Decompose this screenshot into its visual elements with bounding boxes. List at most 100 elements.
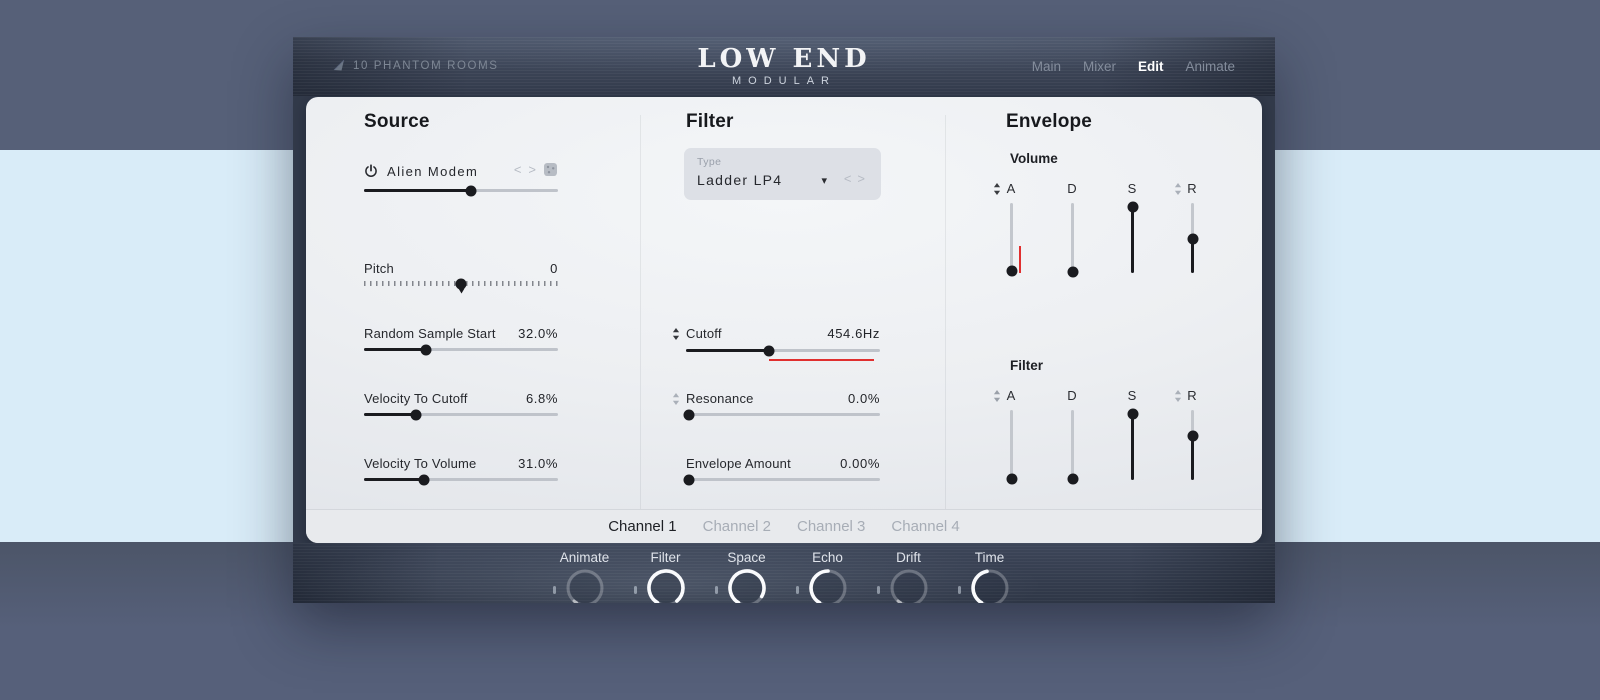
knob-min-tick	[634, 586, 637, 594]
pitch-slider[interactable]	[364, 278, 558, 289]
velocity-to-volume-value: 31.0%	[518, 456, 558, 471]
power-icon[interactable]	[364, 164, 378, 178]
sample-next-icon[interactable]: >	[528, 162, 536, 177]
envelope-amount-label: Envelope Amount	[686, 456, 791, 471]
dropdown-arrow-icon[interactable]: ▾	[821, 175, 827, 187]
main-panel: Source Alien Modem < >	[306, 97, 1262, 543]
nav-main[interactable]: Main	[1031, 59, 1061, 74]
tab-channel-4[interactable]: Channel 4	[891, 518, 960, 535]
sustain-label: S	[1127, 181, 1137, 196]
knob-min-tick	[958, 586, 961, 594]
tab-channel-2[interactable]: Channel 2	[702, 518, 771, 535]
nav-edit[interactable]: Edit	[1137, 59, 1164, 74]
sample-row: Alien Modem < >	[364, 161, 558, 181]
envelope-title: Envelope	[1006, 111, 1093, 132]
cutoff-mod-range	[769, 359, 875, 361]
mod-updown-icon[interactable]	[993, 183, 1001, 195]
random-dice-icon[interactable]	[543, 162, 558, 177]
resonance-slider[interactable]	[683, 409, 880, 420]
mod-updown-icon[interactable]	[1174, 183, 1182, 195]
tab-channel-1[interactable]: Channel 1	[608, 518, 677, 535]
cutoff-thumb[interactable]	[763, 345, 775, 356]
page-title: LOW END	[697, 44, 871, 74]
animate-knob[interactable]: Animate	[544, 548, 625, 603]
filter-release-thumb[interactable]	[1187, 430, 1198, 442]
envelope-amount-thumb[interactable]	[683, 474, 695, 485]
cutoff-value: 454.6Hz	[827, 326, 880, 341]
volume-envelope-label: Volume	[1010, 151, 1058, 166]
random-sample-start-thumb[interactable]	[420, 344, 432, 355]
filter-type-dropdown[interactable]: Type Ladder LP4 ▾ < >	[684, 148, 881, 200]
envelope-amount-slider[interactable]	[683, 474, 880, 485]
nav-mixer[interactable]: Mixer	[1082, 59, 1116, 74]
nav-animate[interactable]: Animate	[1185, 59, 1235, 74]
volume-sustain-slider[interactable]	[1127, 201, 1138, 273]
pitch-value: 0	[550, 261, 558, 276]
random-sample-start-slider[interactable]	[364, 344, 558, 355]
cutoff-slider[interactable]	[686, 345, 880, 361]
pitch-thumb[interactable]	[455, 278, 467, 289]
page-subtitle: MODULAR	[731, 75, 836, 87]
cutoff-label: Cutoff	[686, 326, 722, 341]
space-knob[interactable]: Space	[706, 548, 787, 603]
filter-attack-slider-cell: A	[993, 388, 1027, 488]
knob-min-tick	[877, 586, 880, 594]
volume-release-slider-cell: R	[1174, 181, 1208, 281]
mod-updown-icon[interactable]	[672, 328, 680, 340]
cutoff-row: Cutoff 454.6Hz	[672, 326, 880, 343]
filter-release-slider[interactable]	[1187, 410, 1198, 480]
sample-prev-icon[interactable]: <	[513, 162, 522, 177]
velocity-to-cutoff-thumb[interactable]	[410, 409, 422, 420]
plugin-window: 10 PHANTOM ROOMS LOW END MODULAR Main Mi…	[293, 37, 1275, 603]
filter-sustain-slider[interactable]	[1127, 408, 1138, 480]
volume-sustain-slider-cell: S	[1127, 181, 1148, 281]
filter-attack-slider[interactable]	[1006, 410, 1017, 485]
velocity-to-volume-slider[interactable]	[364, 474, 558, 485]
filter-envelope-group: A D S	[993, 388, 1256, 488]
volume-release-slider[interactable]	[1187, 203, 1198, 273]
echo-knob[interactable]: Echo	[787, 548, 868, 603]
decay-label: D	[1067, 388, 1077, 403]
sustain-label: S	[1127, 388, 1137, 403]
knob-min-tick	[553, 586, 556, 594]
section-filter: Filter Type Ladder LP4 ▾ < > Cutoff 454.…	[672, 97, 881, 543]
filter-sustain-slider-cell: S	[1127, 388, 1148, 488]
echo-knob-label: Echo	[812, 550, 843, 565]
volume-decay-slider[interactable]	[1067, 203, 1078, 278]
mod-updown-icon[interactable]	[672, 393, 680, 405]
volume-attack-mod-range	[1019, 246, 1021, 273]
velocity-to-volume-thumb[interactable]	[418, 474, 430, 485]
velocity-to-cutoff-slider[interactable]	[364, 409, 558, 420]
release-label: R	[1187, 181, 1197, 196]
mod-updown-icon[interactable]	[993, 390, 1001, 402]
macro-knob-row: Animate Filter Space	[544, 548, 1030, 603]
volume-decay-thumb[interactable]	[1067, 266, 1078, 278]
mod-updown-icon[interactable]	[1174, 390, 1182, 402]
resonance-label: Resonance	[686, 391, 754, 406]
sample-level-slider[interactable]	[364, 185, 558, 196]
time-knob[interactable]: Time	[949, 548, 1030, 603]
source-title: Source	[364, 111, 430, 132]
filter-sustain-thumb[interactable]	[1127, 408, 1138, 419]
filter-decay-slider[interactable]	[1067, 410, 1078, 485]
volume-attack-thumb[interactable]	[1006, 265, 1017, 277]
knob-min-tick	[796, 586, 799, 594]
sample-level-thumb[interactable]	[465, 185, 477, 196]
filter-type-label: Type	[697, 156, 722, 168]
resonance-thumb[interactable]	[683, 409, 695, 420]
drift-knob[interactable]: Drift	[868, 548, 949, 603]
filter-decay-thumb[interactable]	[1067, 473, 1078, 485]
filter-knob[interactable]: Filter	[625, 548, 706, 603]
volume-release-thumb[interactable]	[1187, 233, 1198, 245]
volume-sustain-thumb[interactable]	[1127, 201, 1138, 212]
volume-attack-slider[interactable]	[1006, 203, 1021, 277]
pitch-label: Pitch	[364, 261, 394, 276]
header-nav: Main Mixer Edit Animate	[1032, 37, 1235, 96]
random-sample-start-label: Random Sample Start	[364, 326, 496, 341]
resonance-row: Resonance 0.0%	[672, 391, 880, 408]
filter-type-prev-icon[interactable]: <	[843, 171, 852, 186]
filter-type-next-icon[interactable]: >	[857, 171, 865, 186]
channel-tab-strip: Channel 1 Channel 2 Channel 3 Channel 4	[306, 509, 1262, 543]
filter-attack-thumb[interactable]	[1006, 473, 1017, 485]
tab-channel-3[interactable]: Channel 3	[797, 518, 866, 535]
